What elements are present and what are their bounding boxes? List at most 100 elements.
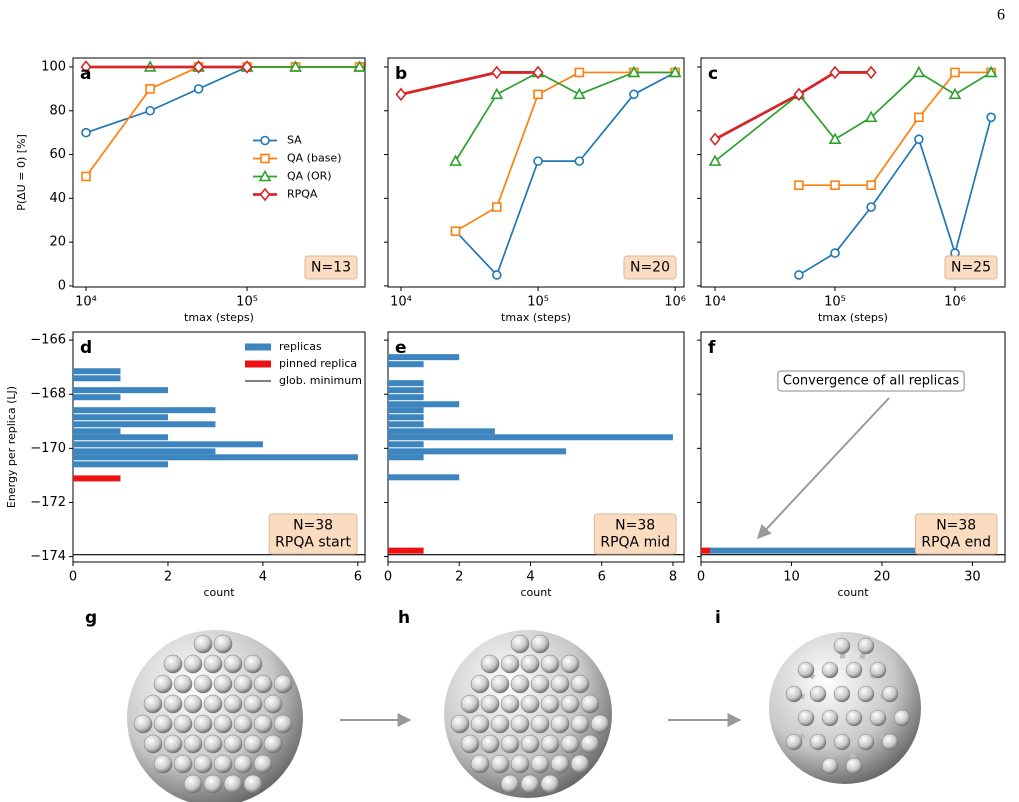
bar bbox=[73, 421, 216, 428]
marker bbox=[948, 87, 962, 100]
annotation-text: RPQA mid bbox=[600, 535, 670, 551]
annotation-box: N=13 bbox=[304, 255, 358, 280]
atom bbox=[833, 733, 851, 751]
series-line bbox=[454, 71, 676, 277]
legend-label: pinned replica bbox=[279, 357, 357, 370]
atom bbox=[203, 734, 223, 754]
marker bbox=[574, 156, 585, 166]
atom bbox=[797, 661, 815, 679]
legend-label: glob. minimum bbox=[279, 374, 362, 387]
note: Convergence of all replicas bbox=[783, 374, 959, 389]
bar bbox=[388, 421, 424, 428]
atom bbox=[857, 733, 875, 751]
bar bbox=[388, 547, 424, 554]
legend-label: SA bbox=[287, 134, 302, 147]
x-tick-label: 10⁴ bbox=[704, 295, 726, 310]
atom bbox=[253, 674, 273, 694]
x-axis-label: tmax (steps) bbox=[184, 311, 254, 324]
page-number: 6 bbox=[997, 7, 1005, 24]
y-tick-label: 100 bbox=[41, 59, 66, 74]
marker bbox=[984, 65, 998, 78]
atom bbox=[540, 734, 560, 754]
bar bbox=[388, 394, 424, 401]
marker bbox=[708, 154, 722, 166]
atom bbox=[460, 734, 480, 754]
bar bbox=[388, 414, 424, 421]
annotation-text: RPQA end bbox=[921, 535, 991, 551]
atom bbox=[893, 709, 911, 727]
annotation-text: N=38 bbox=[936, 518, 976, 534]
atom bbox=[520, 694, 540, 714]
annotation-text: RPQA start bbox=[275, 535, 351, 551]
marker bbox=[260, 135, 270, 146]
marker bbox=[830, 248, 840, 258]
marker bbox=[241, 60, 253, 74]
bar bbox=[73, 368, 121, 375]
atom bbox=[183, 734, 203, 754]
x-tick-label: 10⁴ bbox=[390, 295, 412, 310]
bar bbox=[388, 387, 424, 394]
note-frame bbox=[777, 370, 965, 392]
x-axis-label: count bbox=[520, 586, 552, 599]
atom bbox=[153, 714, 173, 734]
atom bbox=[580, 734, 600, 754]
panel-label: h bbox=[398, 608, 410, 628]
atom bbox=[480, 694, 500, 714]
atom bbox=[273, 714, 293, 734]
panel-label: c bbox=[708, 64, 718, 84]
atom bbox=[480, 734, 500, 754]
atom bbox=[193, 634, 213, 654]
marker bbox=[866, 180, 876, 190]
x-tick-label: 0 bbox=[69, 570, 77, 585]
atom bbox=[470, 754, 490, 774]
y-tick-label: −174 bbox=[30, 549, 66, 564]
bar bbox=[73, 461, 168, 468]
atom bbox=[510, 634, 530, 654]
panel-label: a bbox=[80, 64, 91, 84]
marker bbox=[490, 87, 504, 100]
annotation-frame bbox=[304, 255, 358, 280]
atom bbox=[490, 714, 510, 734]
atom bbox=[570, 754, 590, 774]
bar bbox=[388, 448, 567, 455]
marker bbox=[450, 226, 461, 236]
marker bbox=[793, 87, 805, 102]
atom bbox=[845, 661, 863, 679]
panel-label: d bbox=[80, 338, 92, 358]
axes-frame bbox=[700, 331, 1006, 563]
bar bbox=[73, 475, 121, 482]
annotation-frame bbox=[593, 513, 677, 555]
atom bbox=[560, 694, 580, 714]
atom bbox=[845, 757, 863, 775]
bar bbox=[388, 354, 460, 361]
annotation-box: N=25 bbox=[944, 255, 998, 280]
atom bbox=[233, 754, 253, 774]
annotation-frame bbox=[914, 513, 998, 555]
marker bbox=[260, 153, 270, 164]
marker bbox=[914, 112, 924, 123]
atom bbox=[797, 709, 815, 727]
marker bbox=[709, 132, 721, 146]
atom bbox=[153, 754, 173, 774]
atom bbox=[193, 754, 213, 774]
x-tick-label: 20 bbox=[874, 570, 891, 585]
atom bbox=[143, 734, 163, 754]
atom bbox=[163, 654, 183, 674]
atom bbox=[223, 734, 243, 754]
x-tick-label: 6 bbox=[354, 570, 362, 585]
atom bbox=[183, 694, 203, 714]
x-tick-label: 2 bbox=[164, 570, 172, 585]
atom bbox=[153, 674, 173, 694]
atom bbox=[580, 694, 600, 714]
atom bbox=[223, 654, 243, 674]
atom bbox=[785, 685, 803, 703]
x-tick-label: 10⁶ bbox=[664, 295, 686, 310]
atom bbox=[530, 634, 550, 654]
atom bbox=[243, 694, 263, 714]
atom bbox=[821, 709, 839, 727]
marker bbox=[866, 202, 876, 212]
atom bbox=[193, 714, 213, 734]
